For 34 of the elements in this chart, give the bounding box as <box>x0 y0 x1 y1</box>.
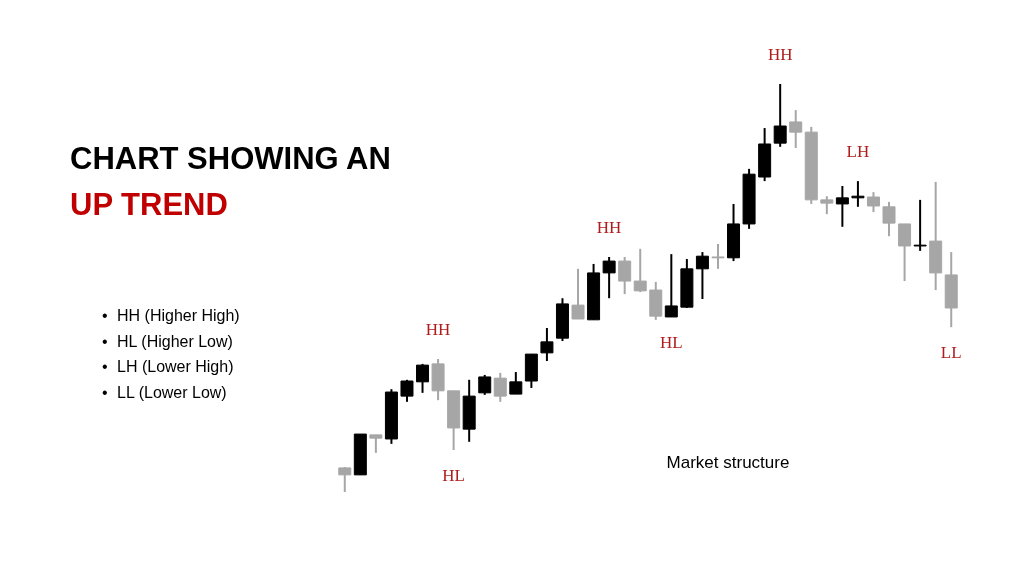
annotation: HH <box>767 45 793 64</box>
text: UP TREND <box>70 186 229 224</box>
annotation: LL <box>940 343 962 363</box>
candlestick <box>898 222 912 283</box>
text: • HL (Higher Low) <box>102 331 233 352</box>
annotation: HL <box>659 332 683 352</box>
candlestick <box>835 185 849 228</box>
candlestick <box>711 242 725 270</box>
candlestick <box>478 373 492 396</box>
text: CHART SHOWING AN <box>70 140 391 178</box>
annotation: LH <box>846 142 870 162</box>
text: • HH (Higher High) <box>102 306 240 326</box>
candlestick <box>913 198 927 252</box>
candlestick <box>602 255 616 300</box>
candlestick <box>633 247 647 294</box>
candlestick <box>618 255 632 296</box>
text: • LH (Lower High) <box>102 357 234 377</box>
text: • LL (Lower Low) <box>102 382 227 403</box>
annotation: Market structure <box>666 453 790 472</box>
candlestick <box>571 267 585 321</box>
candlestick <box>664 253 678 318</box>
candlestick <box>338 466 352 493</box>
candlestick <box>695 251 709 301</box>
annotation: HL <box>442 465 465 485</box>
candlestick <box>789 109 803 150</box>
candlestick <box>540 326 554 363</box>
annotation: HH <box>596 217 622 237</box>
candlestick <box>773 83 787 148</box>
candlestick <box>882 200 896 238</box>
annotation: HH <box>425 319 451 339</box>
candlestick <box>866 191 880 214</box>
candlestick <box>416 362 430 394</box>
candlestick <box>493 371 507 403</box>
candlestick <box>509 371 523 396</box>
